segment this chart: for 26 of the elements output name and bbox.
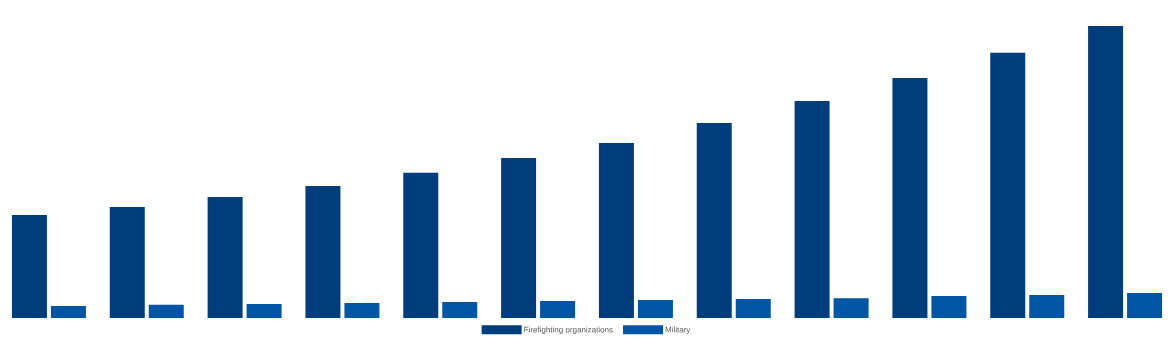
bar [403,172,439,318]
bar [598,143,634,318]
bar [794,101,830,318]
bar [50,306,86,318]
bar [735,299,771,318]
bar [109,207,145,318]
bar [344,303,380,318]
bar [833,298,869,318]
bar [207,197,243,318]
bar [501,157,537,318]
legend-label: Military [665,326,691,335]
bar [11,214,47,318]
bar [1088,25,1124,318]
bar [637,299,673,318]
bar [1127,292,1163,318]
bar [696,122,732,318]
bar [892,77,928,318]
bar [246,303,282,318]
bar [148,304,184,318]
bar [540,301,576,318]
bar [305,186,341,318]
legend-label: Firefighting organizations [524,326,613,335]
bar [931,296,967,318]
bar [1029,294,1065,318]
bar [442,301,478,318]
bar [990,52,1026,318]
